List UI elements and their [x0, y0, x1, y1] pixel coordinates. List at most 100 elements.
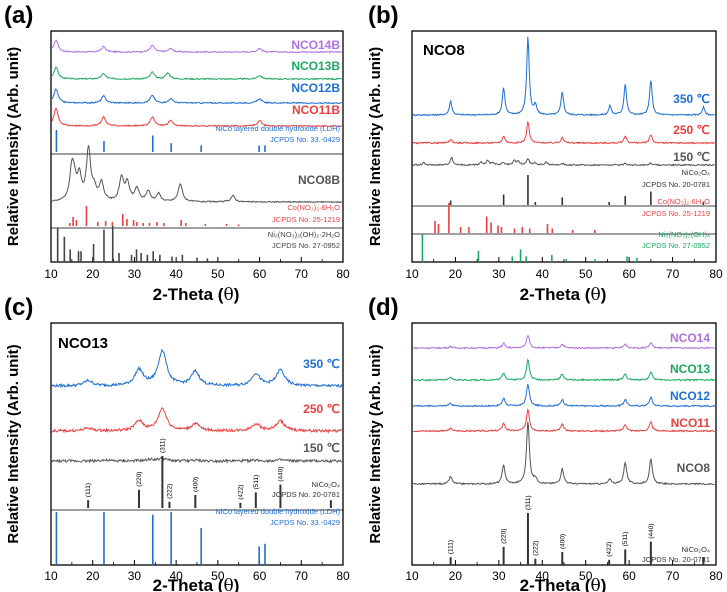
x-tick-label: 30 [492, 267, 506, 281]
plot-frame [50, 322, 344, 566]
reference-card: JCPDS No. 25-1219 [642, 209, 710, 218]
series-label: 350 ℃ [303, 357, 340, 371]
reference-name: NiCo₂O₄ [682, 545, 710, 554]
x-tick-label: 40 [536, 569, 550, 583]
hkl-label: (511) [253, 475, 260, 490]
reference-card: JCPDS No. 33.-0429 [270, 518, 340, 527]
x-tick-label: 40 [169, 569, 183, 583]
series-line [412, 120, 716, 145]
reference-name: NiCo layered double hydroxide (LDH) [215, 507, 340, 516]
series-line [51, 107, 343, 128]
reference-name: Co(NO₃)₂·6H₂O [657, 197, 710, 206]
x-tick-label: 80 [709, 267, 723, 281]
series-label: NCO14 [670, 331, 710, 345]
x-tick-label: 60 [253, 569, 267, 583]
x-axis-label: 2-Theta (θ) [520, 576, 607, 592]
hkl-label: (220) [501, 529, 508, 544]
x-tick-label: 20 [86, 267, 100, 281]
x-tick-label: 50 [211, 267, 225, 281]
series-line [412, 156, 715, 167]
reference-card: JCPDS No. 20-0781 [272, 490, 340, 499]
reference-name: NiCo₂O₄ [682, 168, 710, 177]
series-line [51, 145, 343, 204]
series-line [412, 36, 715, 117]
series-line [412, 358, 716, 382]
series-line [51, 66, 343, 81]
series-label: 350 ℃ [673, 92, 710, 106]
y-axis-label: Relative Intensity (Arb. unit) [367, 47, 384, 246]
x-tick-label: 70 [295, 267, 309, 281]
x-tick-label: 50 [579, 569, 593, 583]
x-tick-label: 10 [44, 267, 58, 281]
x-tick-label: 30 [128, 267, 142, 281]
series-label: NCO8B [298, 173, 340, 187]
series-label: 250 ℃ [303, 402, 340, 416]
plot-frame [411, 30, 717, 263]
hkl-label: (220) [136, 472, 143, 487]
x-tick-label: 50 [579, 267, 593, 281]
x-tick-label: 80 [336, 267, 350, 281]
hkl-label: (311) [159, 438, 166, 453]
series-label: NCO14B [291, 38, 340, 52]
hkl-label: (440) [648, 523, 655, 538]
chart-panel-2: (b) 10 20 30 40 50 60 70 80 2-Theta (θ) Relative I… [367, 2, 723, 305]
x-tick-label: 60 [622, 569, 636, 583]
hkl-label: (111) [85, 483, 92, 497]
reference-card: JCPDS No. 27-0952 [272, 241, 340, 250]
hkl-label: (400) [559, 534, 566, 549]
x-tick-label: 20 [449, 267, 463, 281]
series-label: NCO12B [291, 81, 340, 95]
reference-card: JCPDS No. 27-0952 [642, 241, 710, 250]
x-tick-label: 20 [449, 569, 463, 583]
x-tick-label: 40 [169, 267, 183, 281]
hkl-label: (422) [237, 485, 244, 500]
series-label: NCO8 [677, 461, 711, 475]
series-label: NCO13B [291, 59, 340, 73]
x-tick-label: 10 [405, 569, 419, 583]
x-axis-label: 2-Theta (θ) [153, 285, 240, 305]
reference-name: Ni₂(NO₃)₂(OH)₂·2H₂O [268, 230, 340, 239]
series-line [51, 39, 342, 54]
series-line [51, 406, 343, 434]
y-axis-label: Relative Intensity (Arb. unit) [367, 344, 384, 543]
panel-letter: (c) [4, 294, 33, 321]
x-tick-label: 70 [666, 569, 680, 583]
hkl-label: (222) [166, 484, 173, 499]
y-axis-label: Relative Intensity (Arb. unit) [5, 47, 22, 246]
series-label: 150 ℃ [303, 441, 340, 455]
hkl-label: (422) [606, 542, 613, 557]
x-tick-label: 80 [336, 569, 350, 583]
x-tick-label: 10 [44, 569, 58, 583]
series-line [412, 421, 715, 486]
chart-panel-3: (c) 10 20 30 40 50 60 70 80 2-Theta (θ) Relative I… [4, 294, 350, 592]
series-label: NCO13 [670, 362, 710, 376]
hkl-label: (400) [192, 477, 199, 492]
hkl-label: (511) [622, 532, 629, 547]
series-line [51, 456, 342, 464]
hkl-label: (222) [532, 541, 539, 556]
series-line [51, 88, 342, 105]
series-line [412, 335, 716, 350]
reference-card: JCPDS No. 25-1219 [272, 215, 340, 224]
panel-letter: (b) [368, 2, 399, 29]
hkl-label: (440) [277, 466, 284, 481]
series-label: NCO11 [671, 416, 711, 430]
x-tick-label: 60 [622, 267, 636, 281]
x-tick-label: 80 [709, 569, 723, 583]
reference-card: JCPDS No. 33.-0429 [270, 135, 340, 144]
panel-letter: (a) [4, 2, 33, 29]
series-label: 250 ℃ [673, 123, 710, 137]
x-tick-label: 30 [492, 569, 506, 583]
hkl-label: (311) [525, 495, 532, 510]
series-label: NCO11B [292, 103, 340, 117]
x-tick-label: 30 [128, 569, 142, 583]
plot-frame [411, 322, 717, 566]
series-line [51, 348, 343, 389]
series-label: NCO12 [670, 389, 710, 403]
hkl-label: (111) [448, 540, 455, 554]
x-axis-label: 2-Theta (θ) [153, 576, 240, 592]
series-line [412, 384, 716, 408]
reference-name: NiCo₂O₄ [312, 480, 340, 489]
y-axis-label: Relative Intensity (Arb. unit) [5, 344, 22, 543]
